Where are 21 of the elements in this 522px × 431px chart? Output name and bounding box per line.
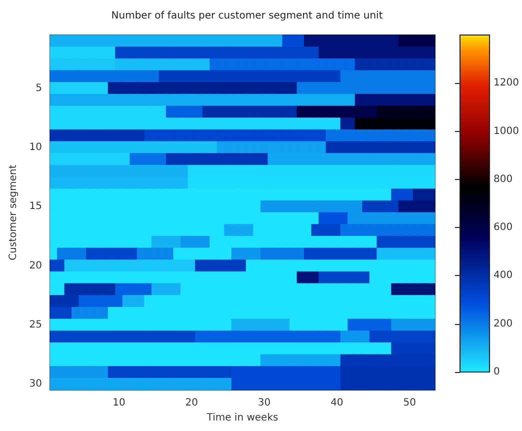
x-tick-label: 20: [185, 398, 198, 408]
color-bar-label: 800: [494, 174, 513, 185]
x-tick-label: 50: [403, 398, 416, 408]
color-bar-label: 1000: [494, 126, 520, 137]
x-tick-label: 30: [258, 398, 271, 408]
y-axis-title: Customer segment: [8, 164, 19, 260]
color-bar-label: 400: [494, 270, 513, 282]
x-tick-label: 10: [112, 398, 126, 408]
color-bar-label: 600: [494, 222, 513, 234]
y-tick-label: 10: [29, 142, 42, 153]
y-tick-label: 25: [29, 319, 42, 330]
color-bar-label: 1200: [494, 78, 520, 89]
y-tick-label: 30: [29, 378, 42, 390]
y-tick-label: 5: [36, 82, 42, 94]
x-tick-label: 40: [330, 398, 344, 408]
x-axis-title: Time in weeks: [206, 412, 278, 424]
y-tick-label: 15: [29, 201, 42, 212]
color-bar-label: 200: [494, 318, 513, 330]
chart-title: Number of faults per customer segment and time unit: [111, 10, 383, 22]
y-tick-label: 20: [29, 260, 42, 272]
color-bar-label: 0: [494, 366, 500, 378]
